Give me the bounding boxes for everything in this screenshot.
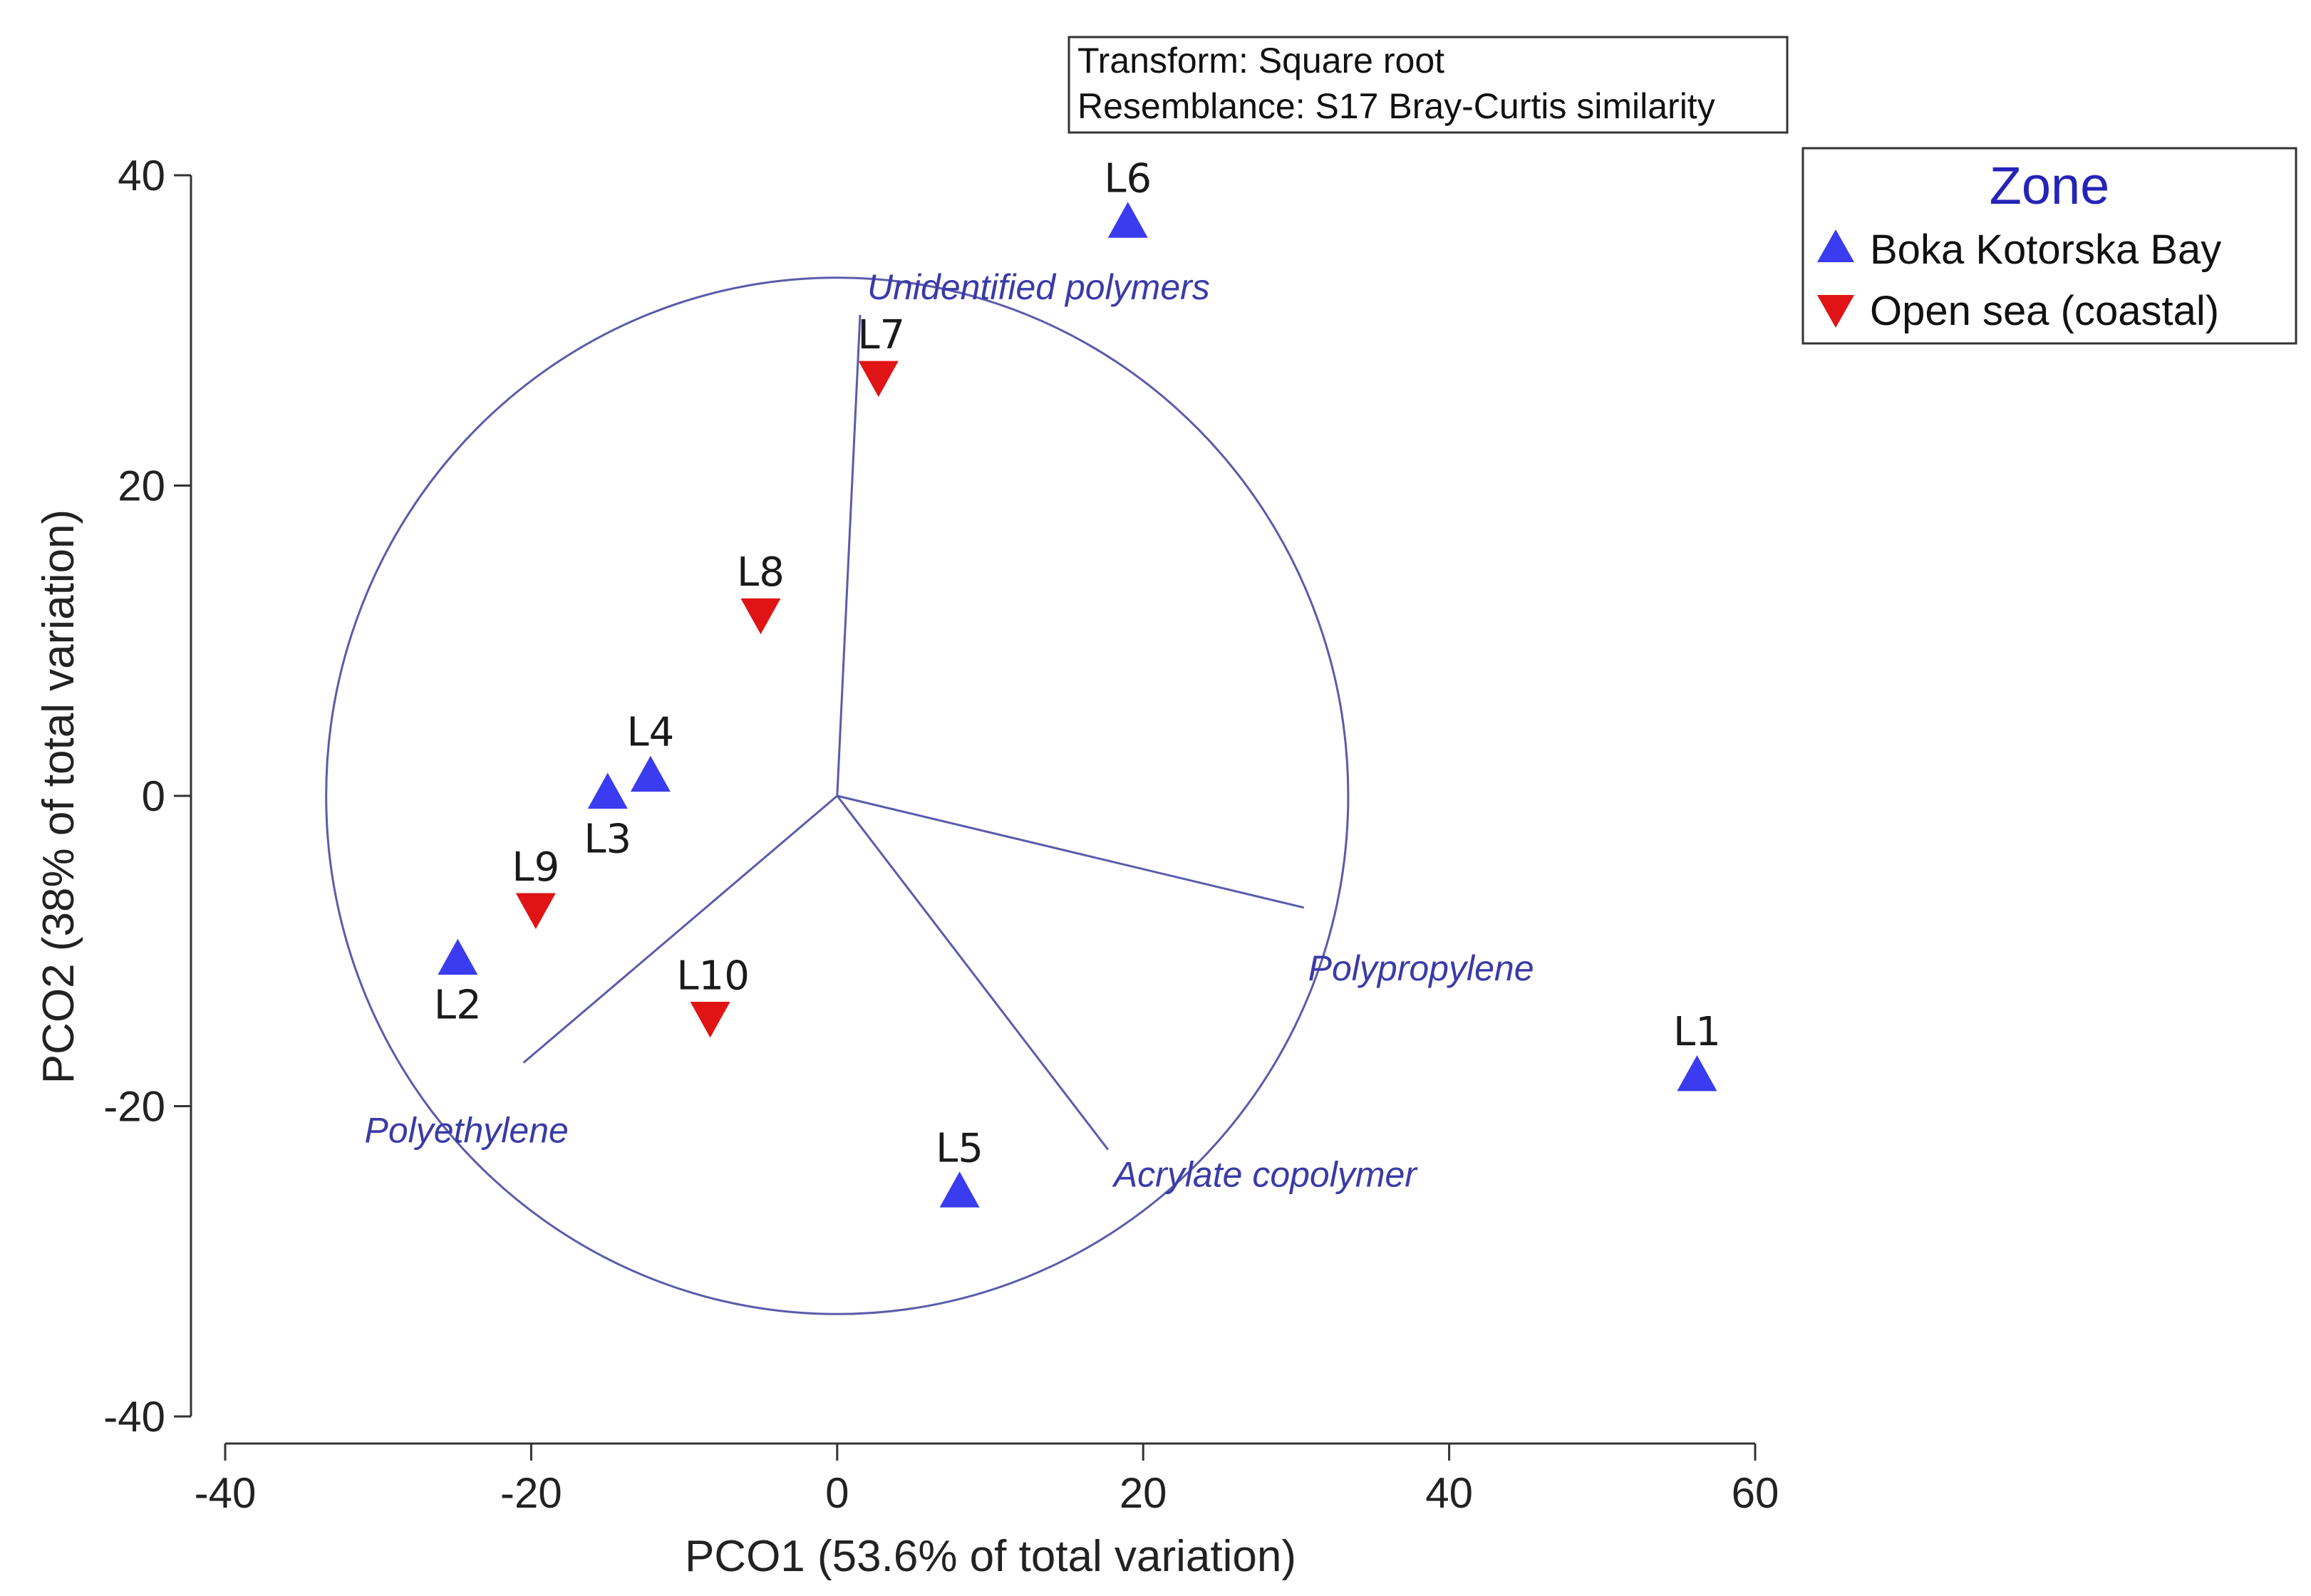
- info-resemblance-text: Resemblance: S17 Bray-Curtis similarity: [1077, 86, 1715, 126]
- legend-marker-triangle-down-icon: [1817, 295, 1854, 328]
- point-label-l2: L2: [434, 983, 482, 1029]
- point-marker-l3: [587, 772, 628, 809]
- correlation-circle: [325, 276, 1350, 1315]
- vector-label-acrylate-copolymer: Acrylate copolymer: [1112, 1154, 1418, 1194]
- point-marker-l2: [438, 938, 478, 975]
- y-tick-label: -40: [103, 1393, 165, 1441]
- legend-entry-open-sea-coastal: Open sea (coastal): [1870, 288, 2219, 334]
- x-tick-label: 0: [825, 1469, 849, 1517]
- point-label-l1: L1: [1673, 1009, 1721, 1055]
- y-tick-label: 20: [118, 462, 165, 510]
- x-axis-title: PCO1 (53.6% of total variation): [685, 1532, 1296, 1581]
- info-transform-text: Transform: Square root: [1077, 41, 1444, 81]
- point-label-l10: L10: [676, 953, 749, 999]
- vector-acrylate-copolymer: [836, 795, 1110, 1151]
- info-box-frame: [1067, 36, 1789, 134]
- point-marker-l10: [690, 1001, 730, 1038]
- x-tick-label: -40: [195, 1469, 257, 1517]
- correlation-circle-layer: [325, 276, 1350, 1315]
- vector-polyethylene: [522, 794, 838, 1064]
- point-label-l7: L7: [857, 312, 905, 358]
- point-label-l5: L5: [936, 1125, 983, 1171]
- points-layer: [438, 202, 1717, 1208]
- legend-marker-triangle-up-icon: [1817, 229, 1854, 262]
- legend-frame: [1801, 147, 2297, 345]
- vector-unidentified-polymers: [836, 314, 862, 797]
- point-label-l6: L6: [1104, 155, 1152, 202]
- x-tick-label: -20: [500, 1469, 562, 1517]
- x-tick-label: 20: [1120, 1469, 1167, 1517]
- x-tick-label: 60: [1732, 1469, 1779, 1517]
- point-marker-l1: [1677, 1054, 1717, 1092]
- y-tick-label: 0: [142, 772, 165, 820]
- labels-layer: Unidentified polymers Polypropylene Acryla…: [365, 155, 1721, 1194]
- point-marker-l5: [939, 1171, 980, 1208]
- axes-layer: -40 -20 0 20 40 60 40 20 0 -20 -40: [103, 152, 1779, 1517]
- y-axis-title: PCO2 (38% of total variation): [34, 509, 83, 1084]
- point-label-l8: L8: [737, 549, 785, 596]
- vector-label-polypropylene: Polypropylene: [1308, 948, 1534, 988]
- legend-entry-boka-kotorska-bay: Boka Kotorska Bay: [1870, 227, 2221, 273]
- point-marker-l4: [630, 755, 671, 792]
- vector-label-polyethylene: Polyethylene: [365, 1111, 569, 1151]
- vector-polypropylene: [837, 794, 1304, 909]
- point-marker-l6: [1107, 202, 1148, 238]
- x-tick-label: 40: [1425, 1469, 1473, 1517]
- vector-label-unidentified-polymers: Unidentified polymers: [867, 267, 1210, 307]
- vectors-layer: [522, 314, 1304, 1151]
- info-box: Transform: Square root Resemblance: S17 …: [1067, 36, 1789, 134]
- y-tick-label: 40: [118, 152, 165, 200]
- point-marker-l9: [515, 893, 556, 929]
- legend-title: Zone: [1990, 156, 2110, 215]
- point-label-l4: L4: [626, 710, 674, 756]
- point-marker-l7: [858, 361, 899, 398]
- point-label-l9: L9: [512, 844, 559, 891]
- point-label-l3: L3: [584, 817, 631, 863]
- y-tick-label: -20: [103, 1083, 165, 1131]
- legend: Zone Boka Kotorska Bay Open sea (coastal…: [1801, 147, 2297, 345]
- point-marker-l8: [740, 598, 781, 635]
